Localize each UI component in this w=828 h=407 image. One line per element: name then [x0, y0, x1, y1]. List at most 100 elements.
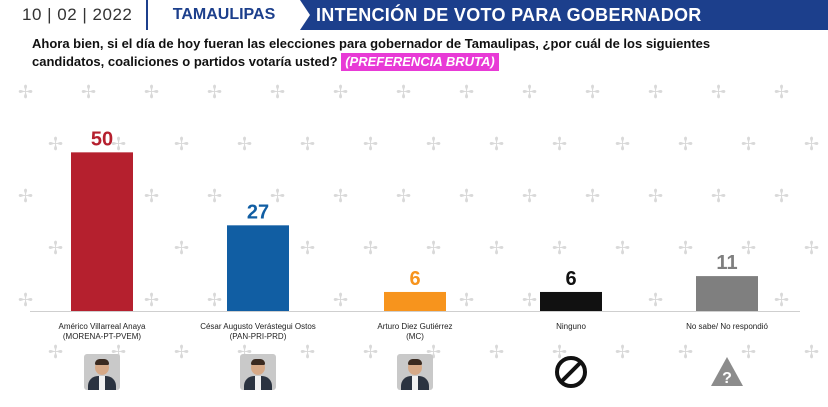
watermark-leaf-icon: ✢ — [648, 186, 664, 206]
category-label-line: Américo Villarreal Anaya — [58, 322, 146, 331]
watermark-leaf-icon: ✢ — [18, 186, 34, 206]
category-label-line: César Augusto Verástegui Ostos — [200, 322, 316, 331]
watermark-leaf-icon: ✢ — [237, 134, 253, 154]
watermark-leaf-icon: ✢ — [48, 342, 64, 362]
watermark-leaf-icon: ✢ — [459, 186, 475, 206]
watermark-leaf-icon: ✢ — [774, 82, 790, 102]
watermark-leaf-icon: ✢ — [585, 186, 601, 206]
category-label-line: Arturo Diez Gutiérrez — [377, 322, 453, 331]
watermark-leaf-icon: ✢ — [678, 342, 694, 362]
watermark-leaf-icon: ✢ — [174, 342, 190, 362]
category-label-line: No sabe/ No respondió — [686, 322, 768, 331]
watermark-leaf-icon: ✢ — [363, 238, 379, 258]
watermark-leaf-icon: ✢ — [678, 238, 694, 258]
watermark-leaf-icon: ✢ — [774, 186, 790, 206]
watermark-leaf-icon: ✢ — [144, 186, 160, 206]
bar-4 — [696, 276, 758, 311]
watermark-leaf-icon: ✢ — [774, 290, 790, 310]
watermark-leaf-icon: ✢ — [174, 134, 190, 154]
watermark-leaf-icon: ✢ — [396, 186, 412, 206]
watermark-leaf-icon: ✢ — [741, 342, 757, 362]
watermark-leaf-icon: ✢ — [522, 186, 538, 206]
category-label-2: Arturo Diez Gutiérrez (MC) — [340, 322, 490, 342]
watermark-leaf-icon: ✢ — [711, 82, 727, 102]
data-label-1: 27 — [247, 201, 269, 223]
data-label-2: 6 — [409, 268, 420, 290]
watermark-leaf-icon: ✢ — [111, 134, 127, 154]
bar-0 — [71, 152, 133, 311]
state-label: TAMAULIPAS — [146, 0, 300, 30]
watermark-leaf-icon: ✢ — [207, 186, 223, 206]
watermark-leaf-icon: ✢ — [18, 290, 34, 310]
watermark-leaf-icon: ✢ — [333, 290, 349, 310]
category-label-0: Américo Villarreal Anaya (MORENA-PT-PVEM) — [27, 322, 177, 342]
watermark-leaf-icon: ✢ — [174, 238, 190, 258]
candidate-photo-2 — [397, 354, 433, 390]
watermark-leaf-icon: ✢ — [741, 134, 757, 154]
candidate-photo-1 — [240, 354, 276, 390]
survey-date: 10 | 02 | 2022 — [0, 0, 146, 30]
watermark-leaf-icon: ✢ — [270, 82, 286, 102]
watermark-leaf-icon: ✢ — [426, 134, 442, 154]
category-label-line: (MORENA-PT-PVEM) — [62, 332, 142, 341]
candidate-photo-0 — [84, 354, 120, 390]
watermark-leaf-icon: ✢ — [489, 134, 505, 154]
watermark-leaf-icon: ✢ — [300, 238, 316, 258]
svg-text:?: ? — [722, 370, 732, 387]
category-label-line: (PAN-PRI-PRD) — [229, 332, 287, 341]
watermark-leaf-icon: ✢ — [426, 238, 442, 258]
watermark-leaf-icon: ✢ — [207, 82, 223, 102]
watermark-leaf-icon: ✢ — [489, 238, 505, 258]
chart-title: INTENCIÓN DE VOTO PARA GOBERNADOR — [316, 5, 702, 25]
watermark-leaf-icon: ✢ — [300, 134, 316, 154]
bar-3 — [540, 291, 602, 311]
watermark-leaf-icon: ✢ — [522, 290, 538, 310]
prohibited-icon — [555, 356, 587, 388]
watermark-leaf-icon: ✢ — [522, 82, 538, 102]
watermark-leaf-icon: ✢ — [333, 82, 349, 102]
watermark-leaf-icon: ✢ — [459, 290, 475, 310]
watermark-leaf-icon: ✢ — [459, 82, 475, 102]
watermark-leaf-icon: ✢ — [48, 238, 64, 258]
watermark-leaf-icon: ✢ — [300, 342, 316, 362]
watermark-leaf-icon: ✢ — [615, 342, 631, 362]
header-bar: 10 | 02 | 2022 TAMAULIPAS INTENCIÓN DE V… — [0, 0, 828, 30]
watermark-leaf-icon: ✢ — [615, 238, 631, 258]
watermark-leaf-icon: ✢ — [711, 186, 727, 206]
category-label-line: (MC) — [406, 332, 424, 341]
watermark-leaf-icon: ✢ — [18, 82, 34, 102]
watermark-leaf-icon: ✢ — [552, 342, 568, 362]
survey-question: Ahora bien, si el día de hoy fueran las … — [32, 35, 752, 71]
watermark-leaf-icon: ✢ — [489, 342, 505, 362]
watermark-leaf-icon: ✢ — [396, 82, 412, 102]
watermark-leaf-icon: ✢ — [144, 290, 160, 310]
watermark-leaf-icon: ✢ — [363, 134, 379, 154]
question-text: Ahora bien, si el día de hoy fueran las … — [32, 36, 711, 69]
watermark-leaf-icon: ✢ — [741, 238, 757, 258]
category-label-line: Ninguno — [556, 322, 586, 331]
watermark-leaf-icon: ✢ — [552, 238, 568, 258]
watermark-leaf-icon: ✢ — [81, 82, 97, 102]
watermark-leaf-icon: ✢ — [207, 290, 223, 310]
bar-1 — [227, 225, 289, 311]
question-warning-icon: ? — [711, 357, 743, 387]
watermark-leaf-icon: ✢ — [270, 186, 286, 206]
data-label-4: 11 — [716, 252, 737, 274]
data-label-3: 6 — [565, 268, 576, 290]
watermark-leaf-icon: ✢ — [648, 82, 664, 102]
bar-2 — [384, 291, 446, 311]
watermark-leaf-icon: ✢ — [48, 134, 64, 154]
watermark-leaf-icon: ✢ — [144, 82, 160, 102]
watermark-leaf-icon: ✢ — [552, 134, 568, 154]
watermark-leaf-icon: ✢ — [804, 342, 820, 362]
data-label-0: 50 — [91, 128, 113, 150]
category-label-4: No sabe/ No respondió — [652, 322, 802, 332]
watermark-leaf-icon: ✢ — [648, 290, 664, 310]
watermark-leaf-icon: ✢ — [804, 134, 820, 154]
watermark-leaf-icon: ✢ — [585, 82, 601, 102]
watermark-leaf-icon: ✢ — [363, 342, 379, 362]
state-arrow-shape — [300, 0, 310, 30]
watermark-leaf-icon: ✢ — [678, 134, 694, 154]
category-label-1: César Augusto Verástegui Ostos (PAN-PRI-P… — [183, 322, 333, 342]
